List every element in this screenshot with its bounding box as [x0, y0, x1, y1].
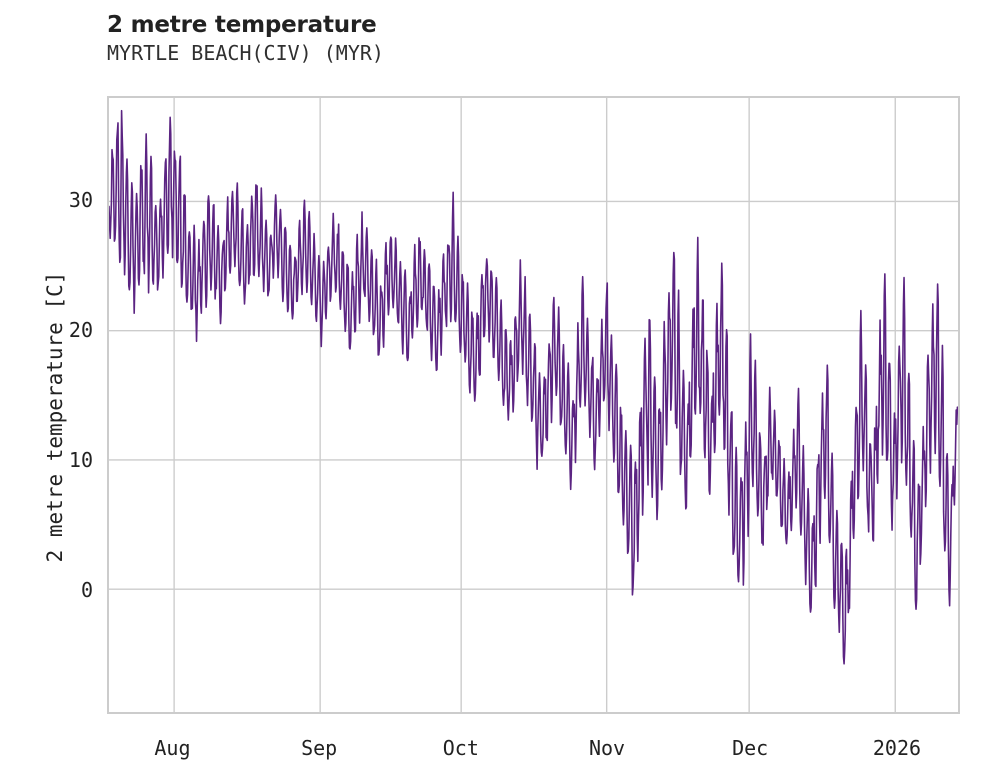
- y-tick-label-10: 10: [68, 448, 93, 473]
- y-gridlines: [109, 200, 958, 590]
- y-tick-label-0: 0: [80, 578, 93, 603]
- temperature-series-line: [109, 109, 958, 665]
- x-gridlines: [173, 98, 896, 712]
- x-tick-label-2026: 2026: [872, 736, 922, 760]
- x-tick-label-oct: Oct: [442, 736, 479, 760]
- x-tick-label-layer: Aug Sep Oct Nov Dec 2026: [0, 738, 981, 768]
- chart-subtitle: MYRTLE BEACH(CIV) (MYR): [107, 41, 384, 65]
- chart-canvas: [109, 98, 958, 712]
- title-block: 2 metre temperature MYRTLE BEACH(CIV) (M…: [107, 10, 967, 67]
- y-tick-label-layer: 30 20 10 0: [0, 0, 93, 782]
- x-tick-label-sep: Sep: [301, 736, 338, 760]
- y-tick-label-30: 30: [68, 188, 93, 213]
- y-tick-label-20: 20: [68, 318, 93, 343]
- plot-area: [107, 96, 960, 714]
- x-tick-label-aug: Aug: [154, 736, 191, 760]
- x-tick-label-nov: Nov: [588, 736, 626, 760]
- x-tick-label-dec: Dec: [732, 736, 769, 760]
- page-title: 2 metre temperature: [107, 12, 377, 38]
